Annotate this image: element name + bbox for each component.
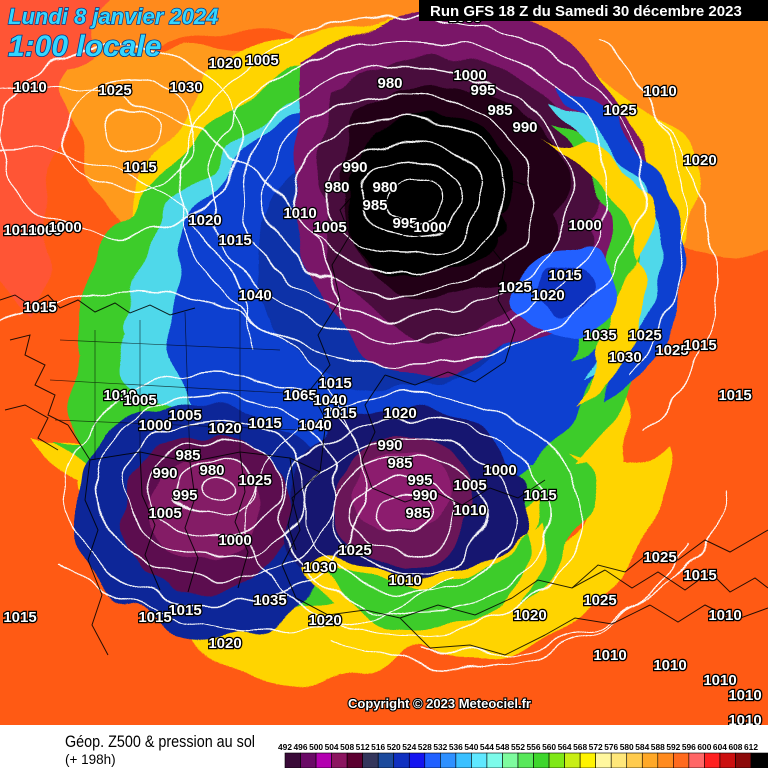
svg-text:540: 540: [464, 742, 478, 752]
svg-text:520: 520: [387, 742, 401, 752]
svg-text:1:00 locale: 1:00 locale: [8, 30, 161, 63]
svg-text:588: 588: [651, 742, 665, 752]
svg-text:568: 568: [573, 742, 587, 752]
svg-text:Copyright © 2023 Meteociel.fr: Copyright © 2023 Meteociel.fr: [348, 696, 531, 711]
svg-text:560: 560: [542, 742, 556, 752]
svg-text:508: 508: [340, 742, 354, 752]
svg-text:524: 524: [402, 742, 416, 752]
svg-text:584: 584: [635, 742, 649, 752]
svg-text:Géop. Z500 & pression au sol: Géop. Z500 & pression au sol: [65, 732, 255, 751]
svg-text:496: 496: [294, 742, 308, 752]
svg-text:544: 544: [480, 742, 494, 752]
svg-text:592: 592: [666, 742, 680, 752]
svg-text:Run GFS 18 Z du Samedi 30 déce: Run GFS 18 Z du Samedi 30 décembre 2023: [430, 3, 742, 20]
svg-text:580: 580: [620, 742, 634, 752]
svg-text:596: 596: [682, 742, 696, 752]
svg-text:500: 500: [309, 742, 323, 752]
svg-text:556: 556: [527, 742, 541, 752]
svg-text:492: 492: [278, 742, 292, 752]
svg-text:604: 604: [713, 742, 727, 752]
svg-text:576: 576: [604, 742, 618, 752]
svg-text:(+ 198h): (+ 198h): [65, 752, 116, 767]
svg-text:512: 512: [356, 742, 370, 752]
svg-text:608: 608: [728, 742, 742, 752]
svg-text:516: 516: [371, 742, 385, 752]
svg-text:564: 564: [558, 742, 572, 752]
svg-text:548: 548: [495, 742, 509, 752]
svg-text:532: 532: [433, 742, 447, 752]
svg-text:572: 572: [589, 742, 603, 752]
svg-text:536: 536: [449, 742, 463, 752]
svg-text:528: 528: [418, 742, 432, 752]
svg-text:504: 504: [325, 742, 339, 752]
svg-text:612: 612: [744, 742, 758, 752]
svg-text:552: 552: [511, 742, 525, 752]
svg-text:600: 600: [697, 742, 711, 752]
svg-text:Lundi 8 janvier 2024: Lundi 8 janvier 2024: [8, 4, 218, 29]
